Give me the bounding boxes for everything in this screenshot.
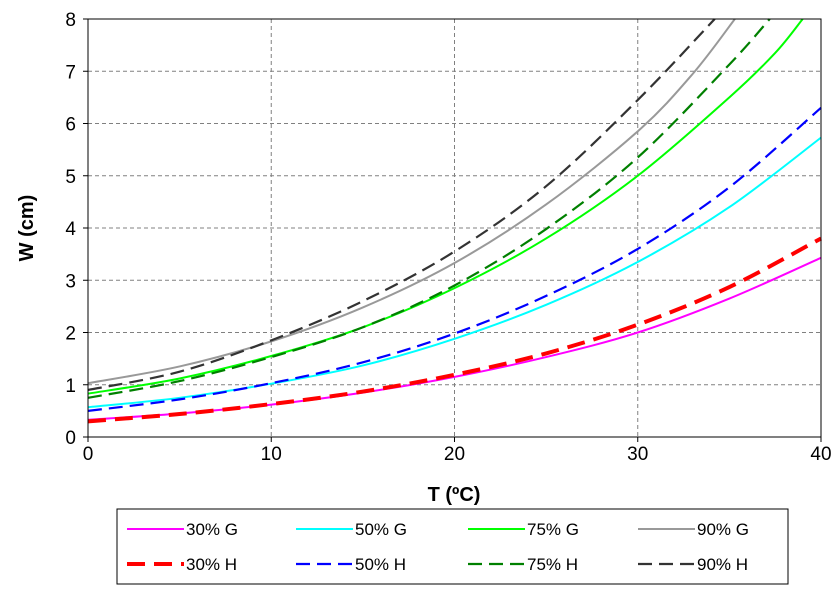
y-tick-label: 5 (65, 167, 76, 188)
legend-label-50-g: 50% G (355, 520, 407, 539)
series-line-75-h (87, 18, 771, 399)
series-line-50-g (87, 136, 822, 409)
legend-frame (116, 508, 789, 585)
series-lines (87, 18, 822, 424)
legend-label-75-h: 75% H (527, 555, 578, 574)
series-line-30-h (87, 236, 822, 424)
x-tick-label: 0 (83, 444, 94, 465)
y-tick-label: 8 (65, 10, 76, 31)
gridlines (88, 19, 821, 437)
legend-label-30-g: 30% G (186, 520, 238, 539)
y-tick-label: 6 (65, 115, 76, 136)
y-tick-label: 2 (65, 324, 76, 345)
x-tick-label: 40 (810, 444, 831, 465)
x-axis-title: T (ºC) (428, 484, 481, 506)
series-line-90-g (87, 18, 736, 385)
series-line-90-h (87, 18, 716, 392)
legend-label-90-h: 90% H (697, 555, 748, 574)
legend-label-30-h: 30% H (186, 555, 237, 574)
y-tick-label: 0 (65, 428, 76, 449)
y-tick-label: 1 (65, 376, 76, 397)
x-axis-ticks: 0 10 20 30 40 (83, 437, 832, 465)
x-tick-label: 20 (444, 444, 465, 465)
series-line-75-g (87, 18, 804, 395)
y-tick-label: 7 (65, 62, 76, 83)
legend-label-50-h: 50% H (355, 555, 406, 574)
series-line-50-h (87, 106, 822, 412)
y-axis-ticks: 0 1 2 3 4 5 6 7 8 (65, 10, 88, 449)
legend-label-90-g: 90% G (697, 520, 749, 539)
legend-label-75-g: 75% G (527, 520, 579, 539)
y-tick-label: 3 (65, 271, 76, 292)
x-tick-label: 10 (261, 444, 282, 465)
y-axis-title: W (cm) (16, 195, 38, 262)
y-tick-label: 4 (65, 219, 76, 240)
x-tick-label: 30 (627, 444, 648, 465)
legend: 30% G 50% G 75% G 90% G 30% H 50% H 75% H 90% H (116, 508, 789, 585)
